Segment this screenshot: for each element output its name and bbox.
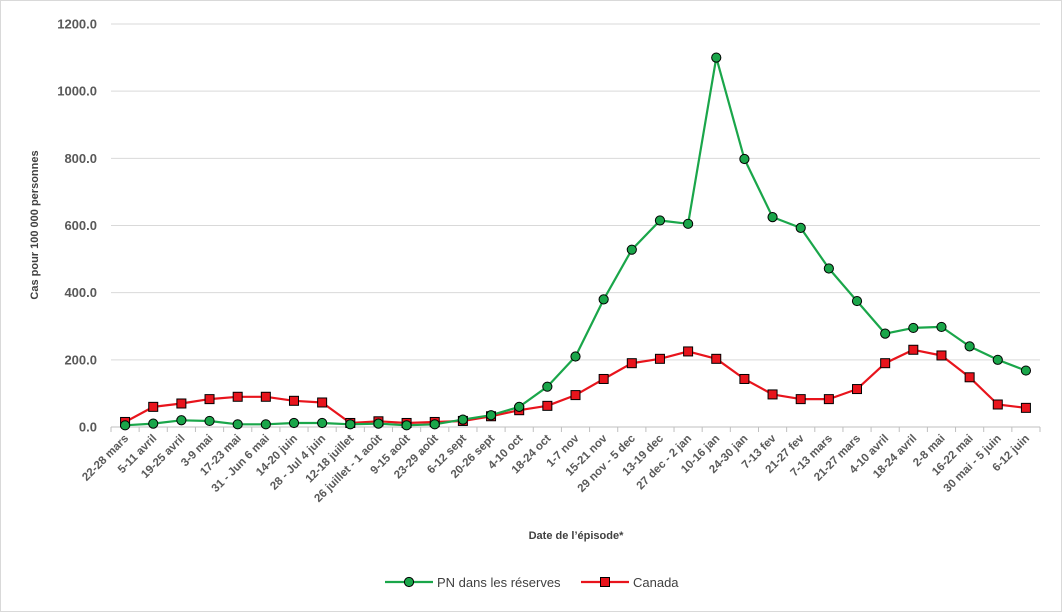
y-tick-label: 0.0: [79, 420, 97, 435]
data-point: [288, 417, 300, 429]
data-point: [1020, 402, 1031, 413]
x-axis-title: Date de l’épisode*: [529, 530, 624, 542]
data-point: [964, 341, 975, 352]
data-point: [598, 294, 609, 305]
legend-marker-canada: [600, 577, 610, 587]
data-point: [542, 400, 553, 411]
data-point: [654, 353, 665, 364]
data-point: [626, 244, 637, 255]
data-point: [1020, 365, 1032, 376]
data-point: [795, 394, 806, 405]
y-tick-label: 400.0: [64, 285, 97, 300]
data-point: [823, 263, 834, 274]
data-point: [204, 415, 215, 427]
data-point: [683, 218, 694, 229]
y-tick-label: 200.0: [64, 352, 97, 367]
data-point: [767, 212, 778, 223]
data-point: [598, 373, 609, 384]
data-point: [457, 414, 468, 425]
legend-marker-pn: [403, 576, 415, 588]
data-point: [176, 398, 187, 409]
data-point: [823, 394, 834, 405]
data-point: [260, 419, 271, 430]
data-point: [964, 372, 975, 383]
data-point: [908, 322, 919, 334]
data-point: [992, 399, 1003, 410]
data-point: [739, 153, 750, 165]
data-point: [880, 358, 891, 369]
data-point: [626, 358, 637, 369]
data-point: [119, 420, 131, 431]
data-point: [852, 384, 863, 395]
data-point: [851, 295, 863, 307]
data-point: [992, 354, 1003, 365]
data-point: [148, 418, 159, 429]
data-point: [936, 321, 947, 333]
data-point: [936, 350, 947, 361]
legend-label-canada: Canada: [633, 575, 679, 590]
data-point: [317, 417, 328, 429]
legend-item-canada: Canada: [581, 575, 679, 590]
data-point: [767, 389, 778, 400]
data-point: [401, 420, 412, 431]
y-axis-ticks: 0.0 200.0 400.0 600.0 800.0 1000.0 1200.0: [57, 17, 97, 435]
data-point: [542, 381, 553, 392]
legend-item-pn: PN dans les réserves: [385, 575, 561, 590]
data-point: [739, 373, 750, 384]
data-point: [317, 397, 328, 408]
data-point: [711, 52, 722, 63]
data-point: [176, 415, 187, 426]
y-tick-label: 1200.0: [57, 17, 97, 32]
data-point: [232, 391, 243, 402]
data-point: [485, 410, 497, 421]
series-line: [125, 56, 1027, 427]
data-point: [711, 353, 722, 364]
data-point: [204, 394, 215, 405]
y-tick-label: 1000.0: [57, 84, 97, 99]
data-point: [429, 419, 440, 430]
data-point: [345, 419, 356, 430]
data-point: [373, 418, 384, 429]
series-group: [119, 52, 1032, 431]
data-point: [232, 419, 243, 430]
y-tick-label: 800.0: [64, 151, 97, 166]
data-point: [260, 391, 271, 402]
data-point: [683, 346, 694, 357]
data-point: [795, 222, 806, 233]
legend: PN dans les réserves Canada: [385, 575, 679, 590]
data-point: [148, 401, 159, 412]
gridlines: [111, 23, 1040, 361]
data-point: [570, 351, 581, 362]
data-point: [908, 344, 919, 355]
data-point: [288, 395, 299, 406]
data-point: [654, 215, 666, 226]
data-point: [514, 401, 525, 412]
y-axis-title: Cas pour 100 000 personnes: [29, 150, 41, 299]
legend-label-pn: PN dans les réserves: [437, 575, 561, 590]
data-point: [570, 390, 581, 401]
data-point: [880, 328, 891, 339]
y-tick-label: 600.0: [64, 218, 97, 233]
